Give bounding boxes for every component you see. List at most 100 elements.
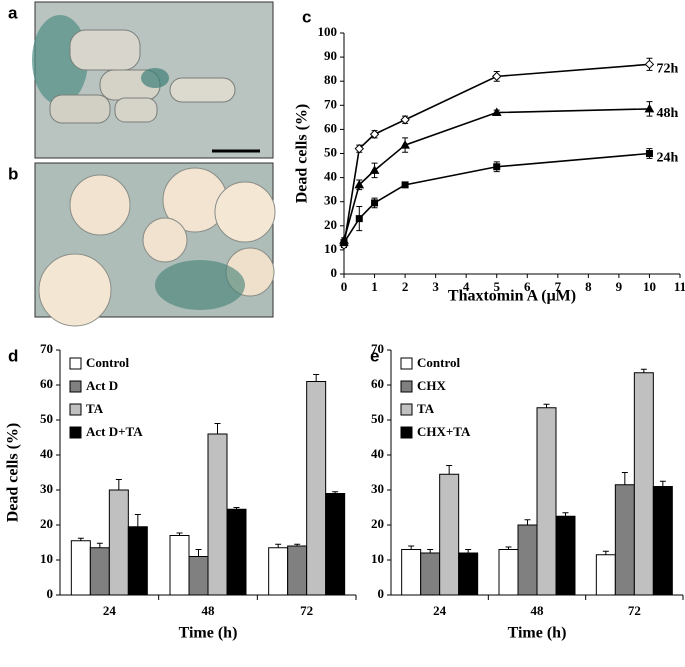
x-tick-label: 48 <box>202 603 216 618</box>
error-bar <box>313 374 320 382</box>
bar <box>555 515 576 596</box>
series-label: 24h <box>656 151 678 166</box>
x-tick-label: 5 <box>493 279 500 294</box>
panel-label: b <box>8 164 18 183</box>
y-tick-label: 60 <box>40 376 53 391</box>
bar <box>127 526 148 596</box>
legend-swatch <box>69 403 82 416</box>
marker <box>644 59 655 70</box>
legend-label: Act D <box>86 378 118 393</box>
legend-label: TA <box>86 401 104 416</box>
x-axis-label: Time (h) <box>179 625 238 642</box>
marker <box>400 140 410 149</box>
series-line <box>343 152 650 244</box>
bar <box>226 508 247 596</box>
marker <box>492 71 502 82</box>
y-tick-label: 70 <box>371 341 384 356</box>
error-bar <box>427 549 434 553</box>
bar <box>614 484 635 596</box>
bar <box>207 433 228 596</box>
legend-swatch <box>400 403 413 416</box>
x-tick-label: 2 <box>402 279 409 294</box>
y-tick-label: 0 <box>47 586 54 601</box>
x-tick-label: 24 <box>433 603 447 618</box>
micrograph-b <box>34 162 276 327</box>
y-tick-label: 50 <box>40 411 53 426</box>
legend-label: CHX+TA <box>417 424 471 439</box>
marker <box>340 239 348 247</box>
error-bar <box>524 519 531 525</box>
y-tick-label: 30 <box>371 481 384 496</box>
panel-label: c <box>302 7 311 26</box>
error-bar <box>214 423 221 434</box>
error-bar <box>195 549 202 557</box>
y-tick-label: 10 <box>40 551 53 566</box>
error-bar <box>602 550 609 555</box>
bar <box>89 547 110 596</box>
y-tick-label: 20 <box>324 217 337 232</box>
marker <box>354 179 365 189</box>
legend-swatch <box>400 380 413 393</box>
error-bar <box>446 465 453 475</box>
marker <box>400 115 410 125</box>
x-tick-label: 9 <box>616 279 623 294</box>
x-axis-label: Time (h) <box>508 625 567 642</box>
bar <box>498 549 519 596</box>
y-tick-label: 30 <box>40 481 53 496</box>
series-line <box>343 108 650 241</box>
marker <box>645 150 653 157</box>
bar <box>188 556 209 596</box>
y-tick-label: 10 <box>324 241 337 256</box>
error-bar <box>275 543 282 548</box>
error-bar <box>134 514 141 527</box>
error-bar <box>115 479 122 490</box>
series-label: 72h <box>656 62 678 77</box>
y-tick-label: 70 <box>40 341 53 356</box>
marker <box>491 107 502 117</box>
x-tick-label: 10 <box>643 279 656 294</box>
y-tick-label: 0 <box>331 265 338 280</box>
bar <box>420 552 441 596</box>
error-bar <box>640 368 647 373</box>
x-tick-label: 72 <box>628 603 641 618</box>
series-line <box>343 63 650 246</box>
marker <box>493 163 501 171</box>
bar <box>108 489 129 596</box>
error-bar <box>465 549 472 553</box>
x-tick-label: 8 <box>585 279 592 294</box>
error-bar <box>562 512 569 517</box>
bar <box>401 549 422 596</box>
marker <box>369 165 380 174</box>
y-tick-label: 50 <box>371 411 384 426</box>
error-bar <box>543 403 550 408</box>
bar <box>633 372 654 596</box>
panel-label: d <box>8 346 18 365</box>
error-bar <box>408 545 415 550</box>
panel-label: e <box>370 346 379 365</box>
marker <box>355 215 363 223</box>
x-tick-label: 48 <box>531 603 545 618</box>
legend-label: Control <box>86 355 129 370</box>
y-tick-label: 40 <box>324 169 337 184</box>
y-tick-label: 30 <box>324 193 337 208</box>
marker <box>369 129 380 139</box>
y-tick-label: 20 <box>40 516 53 531</box>
legend-swatch <box>400 357 413 370</box>
legend-swatch <box>69 380 82 393</box>
bar <box>439 473 460 596</box>
y-tick-label: 100 <box>318 24 338 39</box>
x-tick-label: 72 <box>300 603 313 618</box>
y-tick-label: 0 <box>378 586 385 601</box>
y-tick-label: 20 <box>371 516 384 531</box>
bar <box>536 407 557 596</box>
bar <box>287 545 308 596</box>
series-label: 48h <box>656 106 678 121</box>
error-bar <box>96 542 103 548</box>
legend-label: Control <box>417 355 460 370</box>
bar <box>70 540 91 596</box>
x-tick-label: 3 <box>432 279 439 294</box>
y-tick-label: 10 <box>371 551 384 566</box>
legend-swatch <box>400 426 413 439</box>
x-tick-label: 11 <box>674 279 685 294</box>
x-axis-label: Thaxtomin A (μM) <box>448 288 576 305</box>
